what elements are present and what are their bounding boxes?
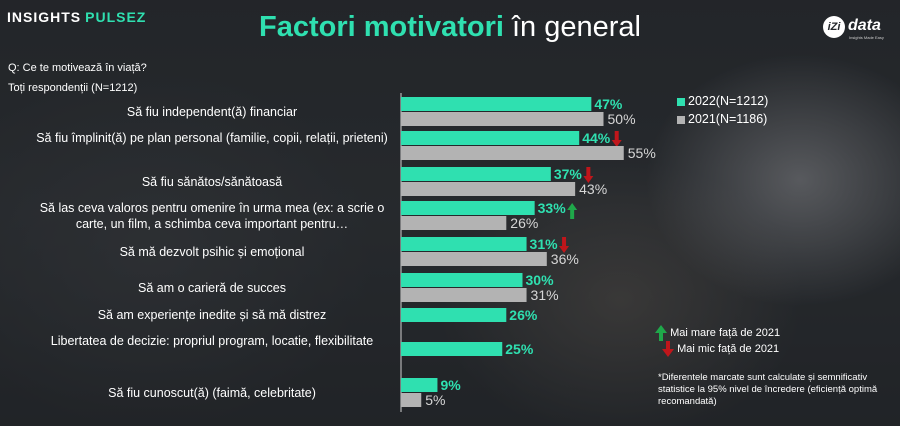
bar-2022: [401, 342, 503, 356]
arrow-down-icon: [662, 341, 674, 357]
value-label-2021: 55%: [628, 145, 656, 161]
bar-2022: [401, 308, 507, 322]
legend-swatch: [677, 97, 685, 106]
value-label-2022: 25%: [505, 341, 534, 357]
value-label-2021: 36%: [551, 251, 579, 267]
question-text: Q: Ce te motivează în viață?: [8, 62, 147, 74]
value-label-2022: 30%: [526, 272, 555, 288]
legend-swatch: [677, 115, 685, 124]
value-label-2022: 9%: [440, 377, 461, 393]
title-bold: Factori motivatori: [259, 11, 504, 43]
footnote: *Diferentele marcate sunt calculate și s…: [658, 372, 878, 407]
category-label: Libertatea de decizie: propriul program,…: [50, 334, 374, 348]
bar-2021: [401, 112, 604, 126]
value-label-2021: 31%: [531, 287, 559, 303]
arrow-up-icon: [567, 203, 578, 219]
category-label: Să am o carieră de succes: [138, 280, 286, 295]
legend-label: 2022(N=1212): [688, 94, 769, 108]
value-label-2022: 47%: [594, 96, 623, 112]
value-label-2021: 5%: [425, 392, 445, 408]
insights-pulsez-logo: INSIGHTS PULSEZ: [7, 9, 146, 25]
value-label-2022: 26%: [509, 307, 538, 323]
legend-item: 2021(N=1186): [677, 112, 767, 126]
arrow-down-icon: [583, 167, 594, 183]
bar-2021: [401, 146, 624, 160]
arrow-up-icon: [655, 325, 667, 341]
page-title: Factori motivatori în general: [0, 11, 900, 44]
value-label-2022: 33%: [538, 200, 567, 216]
logo-mark: iZi: [823, 16, 845, 38]
value-label-2022: 37%: [554, 166, 583, 182]
bar-2022: [401, 167, 551, 181]
sig-legend-down: Mai mic față de 2021: [662, 341, 779, 357]
arrow-down-icon: [559, 237, 570, 253]
logo-word-pulsez: PULSEZ: [85, 9, 147, 25]
category-label: Să fiu împlinit(ă) pe plan personal (fam…: [36, 130, 388, 145]
value-label-2021: 43%: [579, 181, 607, 197]
bar-2021: [401, 252, 547, 266]
bar-2022: [401, 131, 580, 145]
logo-word-insights: INSIGHTS: [7, 9, 82, 25]
bar-2022: [401, 378, 438, 392]
bar-2022: [401, 201, 535, 215]
sample-text: Toți respondenții (N=1212): [8, 82, 138, 94]
bar-2021: [401, 216, 507, 230]
value-label-2022: 31%: [530, 236, 559, 252]
category-label: Să fiu independent(ă) financiar: [126, 104, 298, 119]
sig-legend-up: Mai mare față de 2021: [655, 325, 780, 341]
value-label-2021: 26%: [510, 215, 538, 231]
sig-legend-up-label: Mai mare față de 2021: [670, 326, 781, 339]
legend-label: 2021(N=1186): [688, 112, 768, 126]
value-label-2021: 50%: [608, 111, 636, 127]
title-rest: în general: [512, 11, 641, 43]
izi-data-logo: iZi data Insights Made Easy: [823, 16, 893, 40]
category-label: Să am experiențe inedite și să mă distre…: [97, 308, 327, 322]
bar-2021: [401, 393, 422, 407]
arrow-down-icon: [611, 131, 622, 147]
logo-word: data: [848, 17, 881, 34]
sig-legend-down-label: Mai mic față de 2021: [677, 342, 780, 355]
category-label: Să las ceva valoros pentru omenire în ur…: [39, 200, 385, 231]
category-label: Să mă dezvolt psihic și emoțional: [119, 244, 305, 259]
logo-tagline: Insights Made Easy: [849, 35, 884, 40]
value-label-2022: 44%: [582, 130, 611, 146]
category-label: Să fiu cunoscut(ă) (faimă, celebritate): [108, 385, 316, 400]
bar-2022: [401, 273, 523, 287]
bar-2022: [401, 237, 527, 251]
legend-item: 2022(N=1212): [677, 94, 768, 108]
bar-2021: [401, 182, 576, 196]
category-label: Să fiu sănătos/sănătoasă: [141, 174, 283, 189]
bar-2021: [401, 288, 527, 302]
bar-2022: [401, 97, 592, 111]
